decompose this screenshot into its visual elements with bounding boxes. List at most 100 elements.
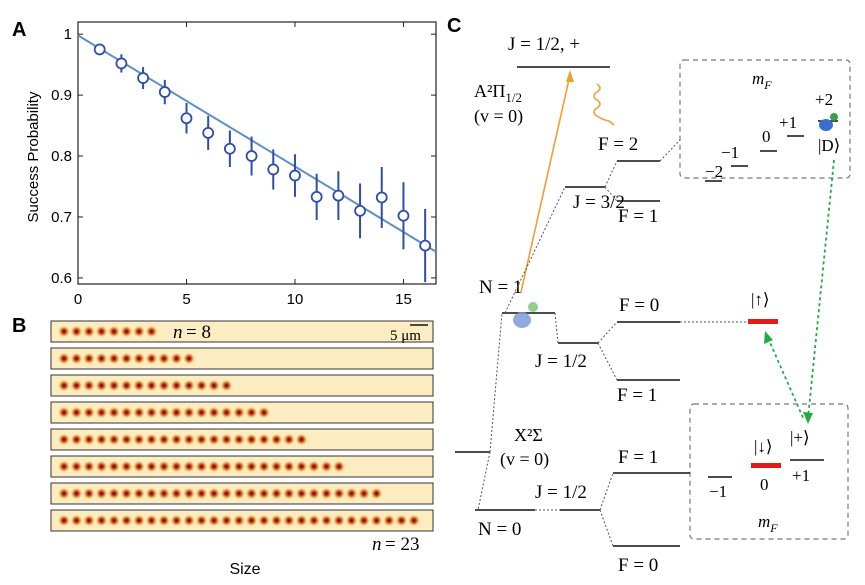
y-tick-label-0: 0.6	[51, 270, 72, 287]
ion-5-17	[270, 460, 283, 473]
fit-line	[77, 34, 437, 253]
ion-2-10	[183, 379, 195, 392]
ion-7-8	[158, 514, 170, 527]
ion-4-12	[208, 433, 220, 446]
ket-down: |↓⟩	[754, 437, 773, 456]
ion-5-8	[158, 460, 170, 473]
ion-7-22	[333, 514, 345, 527]
ion-3-12	[208, 406, 220, 419]
molecule-green-D	[830, 113, 838, 121]
ion-4-11	[195, 433, 208, 446]
ion-3-11	[195, 406, 208, 419]
ion-3-4	[108, 406, 120, 419]
plot-a-frame	[77, 21, 437, 285]
y-tick-label-1: 0.7	[51, 209, 72, 226]
ion-7-27	[395, 514, 408, 527]
label-ground-vib: (v = 0)	[500, 449, 549, 470]
label-F0-b: F = 0	[618, 555, 658, 576]
label-F1-a: F = 1	[618, 206, 658, 227]
ion-4-2	[83, 433, 95, 446]
ion-6-0	[58, 487, 70, 500]
label-J12-lower: J = 1/2	[535, 482, 587, 503]
decay-arrow	[593, 83, 615, 126]
mF-label-p2: +2	[815, 90, 833, 109]
ion-1-8	[158, 352, 170, 365]
transfer-arrow-up	[767, 337, 805, 421]
ion-2-0	[58, 379, 70, 392]
ion-strip-1	[50, 347, 434, 370]
panel-c-letter: C	[447, 15, 461, 37]
ion-4-3	[95, 433, 108, 446]
plot-a-data	[77, 34, 437, 283]
ion-4-10	[183, 433, 195, 446]
plot-a-axes: 0 5 10 15 0.6 0.7 0.8 0.9 1	[51, 22, 436, 308]
ion-4-7	[145, 433, 158, 446]
ion-7-12	[208, 514, 220, 527]
ion-6-7	[145, 487, 158, 500]
ion-6-3	[95, 487, 108, 500]
label-excited-state: A²Π1/2	[474, 81, 522, 105]
ion-2-4	[108, 379, 120, 392]
ion-5-0	[58, 460, 70, 473]
ion-6-1	[70, 487, 83, 500]
ion-7-2	[83, 514, 95, 527]
ion-0-6	[133, 325, 145, 338]
data-point-6	[223, 142, 236, 155]
ion-7-11	[195, 514, 208, 527]
ion-6-20	[308, 487, 320, 500]
ion-6-5	[120, 487, 133, 500]
label-J32: J = 3/2	[573, 192, 625, 213]
x-tick-label-2: 10	[287, 291, 304, 308]
ion-7-19	[295, 514, 308, 527]
ion-2-5	[120, 379, 133, 392]
ion-1-10	[183, 352, 195, 365]
x-tick-label-3: 15	[395, 291, 412, 308]
ion-7-21	[320, 514, 333, 527]
ion-4-18	[283, 433, 295, 446]
ion-2-6	[133, 379, 145, 392]
ion-2-8	[158, 379, 170, 392]
connectors-lower	[477, 312, 614, 547]
ion-4-19	[295, 433, 308, 446]
ion-7-24	[358, 514, 370, 527]
label-N0: N = 0	[478, 519, 521, 540]
ion-0-0	[58, 325, 70, 338]
ion-5-9	[170, 460, 183, 473]
ion-5-7	[145, 460, 158, 473]
y-tick-label-4: 1	[64, 26, 72, 43]
ion-4-8	[158, 433, 170, 446]
ion-5-4	[108, 460, 120, 473]
ion-7-3	[95, 514, 108, 527]
ion-7-15	[245, 514, 258, 527]
label-excited-J: J = 1/2, +	[508, 34, 580, 55]
ion-3-15	[245, 406, 258, 419]
pump-arrow	[520, 74, 571, 293]
ion-3-6	[133, 406, 145, 419]
ion-7-13	[220, 514, 233, 527]
ion-5-15	[245, 460, 258, 473]
ion-0-5	[120, 325, 133, 338]
ion-1-9	[170, 352, 183, 365]
ion-7-5	[120, 514, 133, 527]
ion-4-13	[220, 433, 233, 446]
ion-3-13	[220, 406, 233, 419]
ion-7-6	[133, 514, 145, 527]
ion-1-2	[83, 352, 95, 365]
molecule-blue-D	[819, 119, 833, 131]
ion-5-10	[183, 460, 195, 473]
ion-6-15	[245, 487, 258, 500]
ion-5-6	[133, 460, 145, 473]
ion-0-4	[108, 325, 120, 338]
ion-2-2	[83, 379, 95, 392]
ion-7-26	[383, 514, 395, 527]
ion-2-11	[195, 379, 208, 392]
ion-0-3	[95, 325, 108, 338]
ion-7-10	[183, 514, 195, 527]
ion-7-9	[170, 514, 183, 527]
ion-4-17	[270, 433, 283, 446]
label-F1-c: F = 1	[618, 447, 658, 468]
molecule-blue-N1	[513, 312, 531, 328]
data-point-12	[354, 204, 366, 217]
panel-a-letter: A	[12, 19, 26, 41]
panel-b-letter: B	[12, 315, 26, 337]
